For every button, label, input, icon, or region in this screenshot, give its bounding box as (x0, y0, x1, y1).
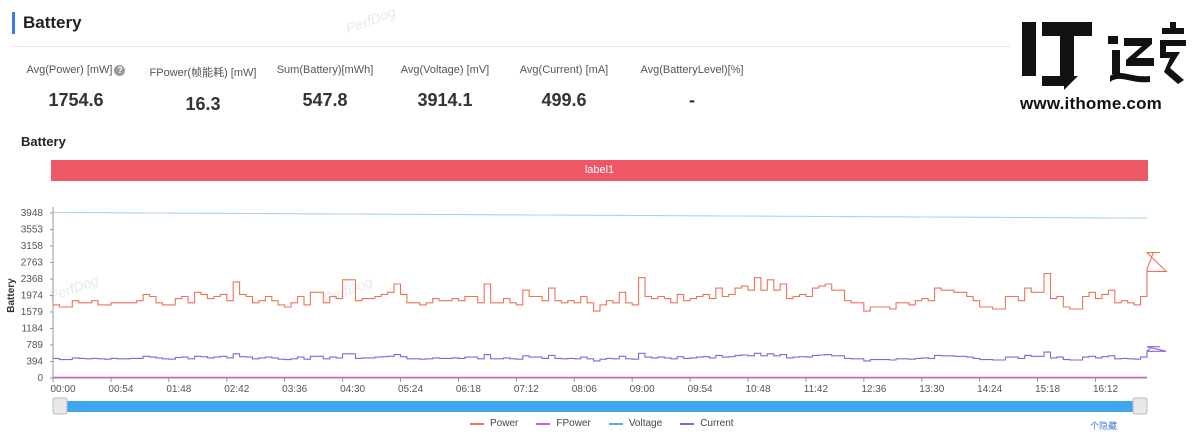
header-divider (12, 46, 1010, 47)
y-tick-label: 3948 (21, 208, 44, 219)
metric-label: Avg(Voltage) [mV] (400, 64, 490, 76)
x-tick-label: 16:12 (1093, 384, 1118, 395)
y-axis-label: Battery (6, 278, 17, 313)
legend-item-power[interactable]: Power (470, 418, 518, 429)
metric-avg-current: Avg(Current) [mA] 499.6 (506, 64, 622, 115)
y-tick-label: 1579 (21, 307, 44, 318)
x-tick-label: 07:12 (514, 384, 539, 395)
logo-site-url: www.ithome.com (1020, 94, 1162, 113)
y-tick-label: 3158 (21, 241, 44, 252)
series-line-voltage (53, 211, 1148, 219)
y-tick-label: 0 (37, 373, 43, 384)
ithome-logo (1022, 22, 1186, 90)
metric-value: 1754.6 (48, 90, 104, 110)
x-tick-label: 06:18 (456, 384, 481, 395)
section-header: Battery (12, 12, 82, 34)
legend-swatch (608, 422, 623, 425)
header-accent-bar (12, 12, 15, 34)
x-tick-label: 09:00 (630, 384, 655, 395)
x-tick-label: 13:30 (919, 384, 944, 395)
series-line-current (53, 346, 1167, 362)
metric-label: Avg(BatteryLevel)[%] (640, 64, 744, 76)
legend-label: Current (700, 418, 734, 429)
legend-label: FPower (556, 418, 591, 429)
x-tick-label: 00:00 (50, 384, 75, 395)
chart-title: Battery (21, 134, 66, 149)
label-bar[interactable]: label1 (51, 160, 1148, 181)
y-tick-label: 394 (26, 357, 43, 368)
metric-fpower: FPower(帧能耗) [mW] 16.3 (140, 64, 266, 115)
metric-avg-power: Avg(Power) [mW] ? 1754.6 (12, 64, 140, 115)
metric-value: - (689, 90, 695, 110)
metric-label: Sum(Battery)[mWh] (276, 64, 374, 76)
legend-item-voltage[interactable]: Voltage (608, 418, 663, 429)
y-tick-label: 789 (26, 340, 43, 351)
zoom-handle-left[interactable] (52, 397, 68, 415)
y-tick-label: 2368 (21, 274, 44, 285)
metric-avg-voltage: Avg(Voltage) [mV] 3914.1 (384, 64, 506, 115)
y-tick-label: 3553 (21, 225, 44, 236)
y-tick-label: 1974 (21, 291, 44, 302)
x-tick-label: 03:36 (282, 384, 307, 395)
metric-value: 499.6 (541, 90, 587, 110)
x-tick-label: 10:48 (745, 384, 770, 395)
help-icon[interactable]: ? (114, 64, 126, 76)
zoom-slider-track (55, 401, 1145, 412)
legend-label: Power (490, 418, 519, 429)
chart-legend: Power FPower Voltage Current (470, 418, 752, 429)
legend-label: Voltage (628, 418, 663, 429)
y-tick-label: 2763 (21, 258, 44, 269)
legend-swatch (680, 422, 695, 425)
legend-swatch (536, 422, 551, 425)
y-tick-label: 1184 (21, 324, 43, 335)
x-tick-label: 12:36 (861, 384, 886, 395)
metric-value: 547.8 (302, 90, 348, 110)
x-tick-label: 00:54 (108, 384, 133, 395)
x-tick-label: 04:30 (340, 384, 365, 395)
x-tick-label: 01:48 (166, 384, 191, 395)
hidden-items-link[interactable]: 个隐藏 (1090, 421, 1118, 431)
section-title: Battery (23, 13, 82, 32)
series-line-power (53, 252, 1168, 312)
metric-value: 3914.1 (417, 90, 473, 110)
metric-value: 16.3 (185, 94, 221, 114)
zoom-handle-right[interactable] (1132, 397, 1148, 415)
metric-label: Avg(Current) [mA] (519, 64, 609, 76)
legend-item-current[interactable]: Current (680, 418, 734, 429)
x-tick-label: 02:42 (224, 384, 249, 395)
metric-label: Avg(Power) [mW] ? (27, 64, 126, 76)
metric-sum-battery: Sum(Battery)[mWh] 547.8 (266, 64, 384, 115)
x-tick-label: 08:06 (572, 384, 597, 395)
metric-label-text: Avg(Power) [mW] (26, 64, 113, 76)
metrics-row: Avg(Power) [mW] ? 1754.6 FPower(帧能耗) [mW… (26, 64, 762, 115)
x-tick-label: 11:42 (804, 384, 829, 395)
x-tick-label: 15:18 (1035, 384, 1060, 395)
metric-avg-battery-level: Avg(BatteryLevel)[%] - (622, 64, 762, 115)
legend-swatch (470, 422, 484, 425)
x-tick-label: 09:54 (688, 384, 713, 395)
x-tick-label: 14:24 (977, 384, 1002, 395)
x-tick-label: 05:24 (398, 384, 423, 395)
metric-label: FPower(帧能耗) [mW] (149, 67, 257, 79)
legend-item-fpower[interactable]: FPower (536, 418, 591, 429)
